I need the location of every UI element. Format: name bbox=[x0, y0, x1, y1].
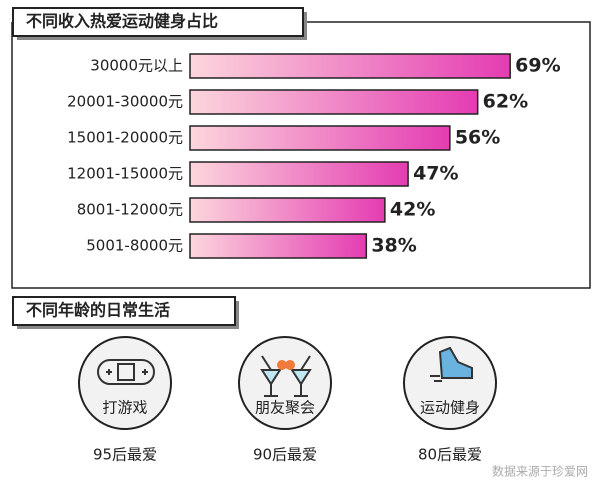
value-label: 56% bbox=[455, 127, 500, 149]
bar bbox=[189, 233, 368, 259]
activity-label: 朋友聚会 bbox=[255, 399, 315, 417]
bar bbox=[189, 89, 479, 115]
bar bbox=[189, 125, 451, 151]
value-label: 38% bbox=[371, 235, 416, 257]
shoe-icon bbox=[430, 346, 473, 382]
category-label: 12001-15000元 bbox=[67, 165, 183, 183]
bar bbox=[189, 161, 409, 187]
value-label: 42% bbox=[390, 199, 435, 221]
header-box bbox=[12, 7, 304, 37]
cocktail-icon bbox=[260, 355, 312, 397]
icon-circle bbox=[403, 336, 497, 430]
bar bbox=[189, 53, 511, 79]
category-label: 30000元以上 bbox=[90, 57, 183, 75]
activity-label: 打游戏 bbox=[102, 399, 147, 417]
value-label: 47% bbox=[413, 163, 458, 185]
category-label: 5001-8000元 bbox=[86, 237, 183, 255]
value-label: 69% bbox=[515, 55, 560, 77]
chart-title: 不同收入热爱运动健身占比 bbox=[26, 12, 218, 31]
group-label: 90后最爱 bbox=[253, 446, 317, 464]
source: 数据来源于珍爱网 bbox=[492, 464, 588, 479]
section-title: 不同年龄的日常生活 bbox=[26, 301, 170, 320]
category-label: 20001-30000元 bbox=[67, 93, 183, 111]
group-label: 80后最爱 bbox=[418, 446, 482, 464]
game-icon bbox=[97, 359, 155, 385]
activity-label: 运动健身 bbox=[420, 399, 480, 417]
category-label: 8001-12000元 bbox=[77, 201, 183, 219]
category-label: 15001-20000元 bbox=[67, 129, 183, 147]
bar bbox=[189, 197, 386, 223]
section-frame bbox=[11, 21, 591, 289]
value-label: 62% bbox=[483, 91, 528, 113]
header-box bbox=[12, 296, 236, 326]
group-label: 95后最爱 bbox=[93, 446, 157, 464]
lifestyle-items: 打游戏 95后最爱 朋友聚会 90后最爱 运动健身 80后最爱 bbox=[78, 336, 497, 464]
